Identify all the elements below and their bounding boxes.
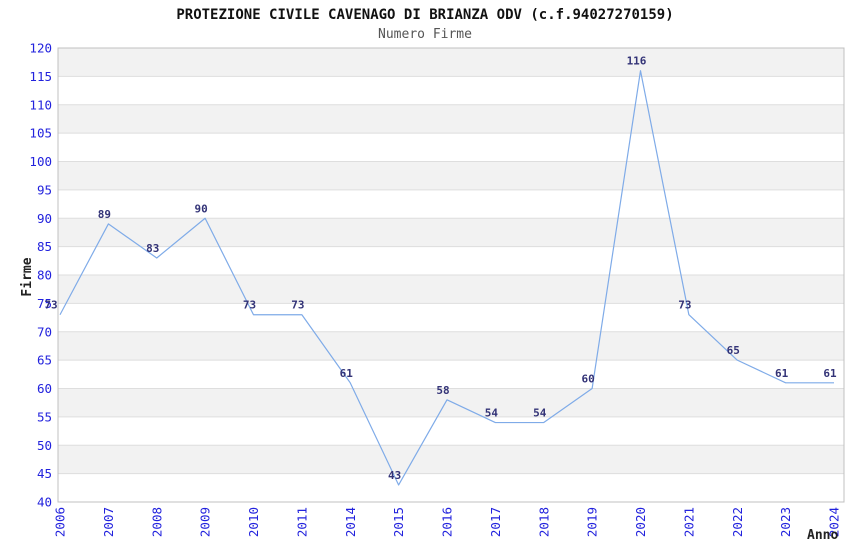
x-tick-label: 2020 — [633, 507, 648, 537]
value-label: 89 — [98, 208, 111, 221]
y-tick-label: 75 — [37, 296, 52, 311]
value-label: 43 — [388, 469, 401, 482]
grid-band — [58, 218, 844, 247]
x-tick-label: 2016 — [440, 507, 455, 537]
x-tick-label: 2023 — [778, 507, 793, 537]
y-tick-label: 105 — [29, 126, 52, 141]
x-tick-label: 2018 — [536, 507, 551, 537]
value-label: 58 — [436, 384, 449, 397]
grid-band — [58, 445, 844, 474]
value-label: 73 — [243, 299, 256, 312]
grid-band — [58, 388, 844, 417]
x-tick-label: 2017 — [488, 507, 503, 537]
y-tick-label: 90 — [37, 211, 52, 226]
x-tick-label: 2008 — [149, 507, 164, 537]
value-label: 61 — [823, 367, 837, 380]
y-tick-label: 100 — [29, 154, 52, 169]
y-tick-label: 110 — [29, 97, 52, 112]
grid-band — [58, 104, 844, 134]
y-tick-label: 85 — [37, 239, 52, 254]
value-label: 61 — [340, 367, 354, 380]
value-label: 54 — [533, 407, 547, 420]
y-tick-label: 120 — [29, 41, 52, 56]
grid-band — [58, 48, 844, 77]
value-label: 54 — [485, 407, 499, 420]
x-tick-label: 2006 — [53, 507, 68, 537]
chart-subtitle: Numero Firme — [378, 27, 472, 42]
x-tick-label: 2019 — [585, 507, 600, 537]
x-tick-label: 2022 — [730, 507, 745, 537]
y-tick-label: 95 — [37, 182, 52, 197]
x-tick-label: 2009 — [198, 507, 213, 537]
y-tick-label: 50 — [37, 438, 52, 453]
y-tick-label: 115 — [29, 69, 52, 84]
value-label: 73 — [678, 299, 691, 312]
grid-band — [58, 275, 844, 304]
x-tick-label: 2015 — [391, 507, 406, 537]
series-line — [59, 70, 834, 486]
x-tick-label: 2021 — [681, 507, 696, 537]
plot-border — [57, 47, 845, 503]
y-tick-label: 60 — [37, 381, 52, 396]
value-label: 61 — [775, 367, 789, 380]
y-tick-label: 65 — [37, 353, 52, 368]
y-tick-label: 45 — [37, 466, 52, 481]
y-tick-label: 80 — [37, 268, 52, 283]
x-axis-title: Anno — [807, 528, 839, 543]
grid-band — [58, 331, 844, 361]
grid-band — [58, 161, 844, 190]
value-label: 60 — [582, 373, 595, 386]
value-label: 116 — [627, 55, 647, 68]
chart-title: PROTEZIONE CIVILE CAVENAGO DI BRIANZA OD… — [176, 7, 674, 23]
x-tick-label: 2007 — [101, 507, 116, 537]
value-label: 90 — [195, 202, 208, 215]
y-tick-label: 40 — [37, 495, 52, 510]
x-tick-label: 2011 — [294, 507, 309, 537]
y-tick-label: 55 — [37, 409, 52, 424]
y-tick-label: 70 — [37, 324, 52, 339]
x-tick-label: 2014 — [343, 507, 358, 537]
value-label: 73 — [44, 299, 57, 312]
value-label: 83 — [146, 242, 159, 255]
x-tick-label: 2024 — [827, 507, 842, 537]
value-label: 73 — [291, 299, 304, 312]
value-label: 65 — [727, 344, 740, 357]
x-tick-label: 2010 — [246, 507, 261, 537]
